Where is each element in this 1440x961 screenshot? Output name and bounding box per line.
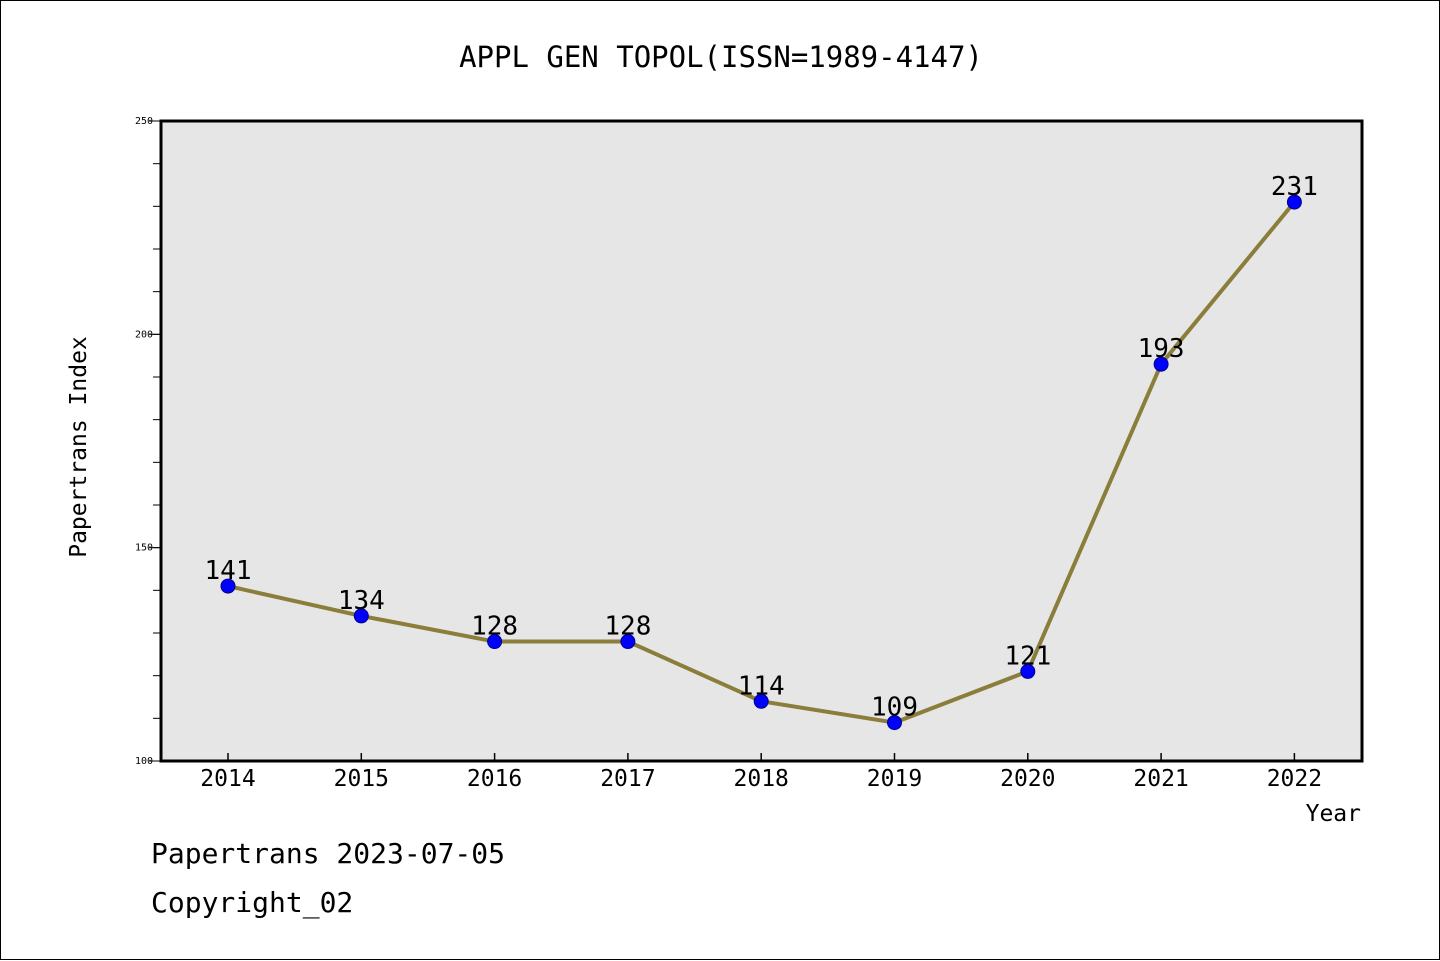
footer-copyright: Copyright_02 (151, 886, 354, 919)
data-point (220, 578, 236, 594)
data-label: 231 (1271, 172, 1318, 202)
data-label: 193 (1138, 334, 1185, 364)
data-label: 128 (604, 612, 651, 642)
x-tick-label: 2015 (334, 766, 389, 792)
y-tick-label: 150 (135, 543, 153, 554)
data-label: 114 (738, 671, 785, 701)
x-tick-label: 2020 (1000, 766, 1055, 792)
data-label: 121 (1004, 641, 1051, 671)
data-point (1020, 663, 1036, 679)
data-point (753, 693, 769, 709)
data-point (487, 634, 503, 650)
data-label: 109 (871, 693, 918, 723)
x-tick-label: 2018 (734, 766, 789, 792)
x-ticks (227, 753, 1296, 761)
x-tick-label: 2019 (867, 766, 922, 792)
x-tick-label: 2017 (600, 766, 655, 792)
data-point (887, 715, 902, 731)
data-labels: 141 134 128 128 114 109 121 193 231 (205, 172, 1318, 723)
footer-date: Papertrans 2023-07-05 (151, 837, 506, 870)
data-point (353, 608, 369, 624)
data-point (1153, 356, 1169, 372)
chart-title: APPL GEN TOPOL(ISSN=1989-4147) (459, 40, 983, 74)
y-tick-label: 100 (135, 756, 153, 767)
data-label: 141 (205, 556, 252, 586)
y-tick-label: 200 (135, 329, 153, 340)
x-tick-label: 2016 (467, 766, 522, 792)
data-point (620, 634, 636, 650)
data-label: 134 (338, 586, 385, 616)
x-tick-labels: 2014 2015 2016 2017 2018 2019 2020 2021 2022 (200, 766, 1322, 792)
plot-area (159, 119, 1364, 763)
series-markers (220, 194, 1302, 731)
y-axis-label: Papertrans Index (66, 336, 92, 558)
y-tick-label: 250 (135, 116, 153, 127)
data-point (1286, 194, 1302, 210)
x-axis-label: Year (1306, 801, 1361, 827)
x-tick-label: 2021 (1133, 766, 1188, 792)
x-tick-label: 2014 (200, 766, 255, 792)
y-major-ticks: 100 150 200 250 (135, 116, 161, 767)
data-label: 128 (471, 612, 518, 642)
x-tick-label: 2022 (1267, 766, 1322, 792)
